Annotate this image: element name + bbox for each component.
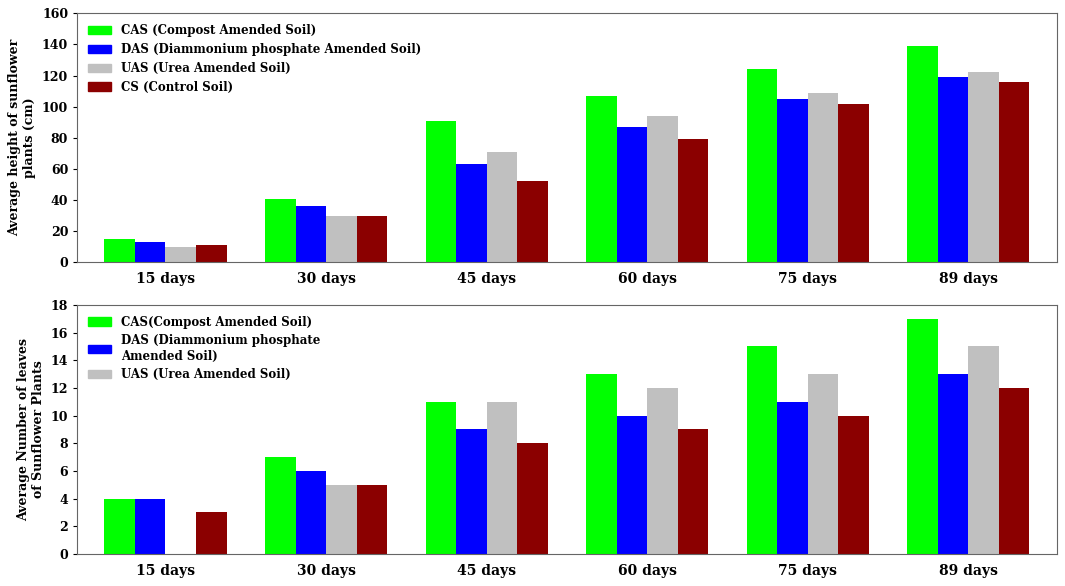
Bar <box>426 402 456 554</box>
Bar <box>907 46 938 263</box>
Bar <box>426 121 456 263</box>
Bar <box>777 402 807 554</box>
Bar <box>104 499 135 554</box>
Bar <box>968 346 999 554</box>
Bar <box>938 77 968 263</box>
Bar <box>518 182 547 263</box>
Bar <box>357 485 387 554</box>
Bar <box>296 471 326 554</box>
Bar <box>677 139 708 263</box>
Bar <box>617 415 648 554</box>
Bar <box>747 69 777 263</box>
Bar <box>968 73 999 263</box>
Bar <box>747 346 777 554</box>
Bar <box>165 247 196 263</box>
Bar <box>648 116 677 263</box>
Bar <box>617 127 648 263</box>
Y-axis label: Average height of sunflower
plants (cm): Average height of sunflower plants (cm) <box>9 39 36 237</box>
Bar <box>938 374 968 554</box>
Bar <box>487 152 518 263</box>
Bar <box>357 216 387 263</box>
Bar <box>265 199 296 263</box>
Bar <box>487 402 518 554</box>
Bar <box>135 499 165 554</box>
Bar <box>999 388 1030 554</box>
Bar <box>586 374 617 554</box>
Bar <box>196 245 227 263</box>
Y-axis label: Average Number of leaves
of Sunflower Plants: Average Number of leaves of Sunflower Pl… <box>17 338 45 521</box>
Bar <box>456 430 487 554</box>
Bar <box>326 485 357 554</box>
Bar <box>838 104 869 263</box>
Bar <box>586 96 617 263</box>
Bar <box>999 82 1030 263</box>
Bar <box>135 242 165 263</box>
Bar <box>907 319 938 554</box>
Bar <box>104 239 135 263</box>
Bar <box>677 430 708 554</box>
Bar <box>838 415 869 554</box>
Bar <box>265 457 296 554</box>
Bar <box>196 512 227 554</box>
Bar <box>326 216 357 263</box>
Bar <box>518 443 547 554</box>
Legend: CAS(Compost Amended Soil), DAS (Diammonium phosphate
Amended Soil), UAS (Urea Am: CAS(Compost Amended Soil), DAS (Diammoni… <box>83 311 325 386</box>
Bar <box>296 206 326 263</box>
Bar <box>648 388 677 554</box>
Bar <box>777 99 807 263</box>
Bar <box>456 164 487 263</box>
Bar <box>807 93 838 263</box>
Legend: CAS (Compost Amended Soil), DAS (Diammonium phosphate Amended Soil), UAS (Urea A: CAS (Compost Amended Soil), DAS (Diammon… <box>83 19 426 98</box>
Bar <box>807 374 838 554</box>
